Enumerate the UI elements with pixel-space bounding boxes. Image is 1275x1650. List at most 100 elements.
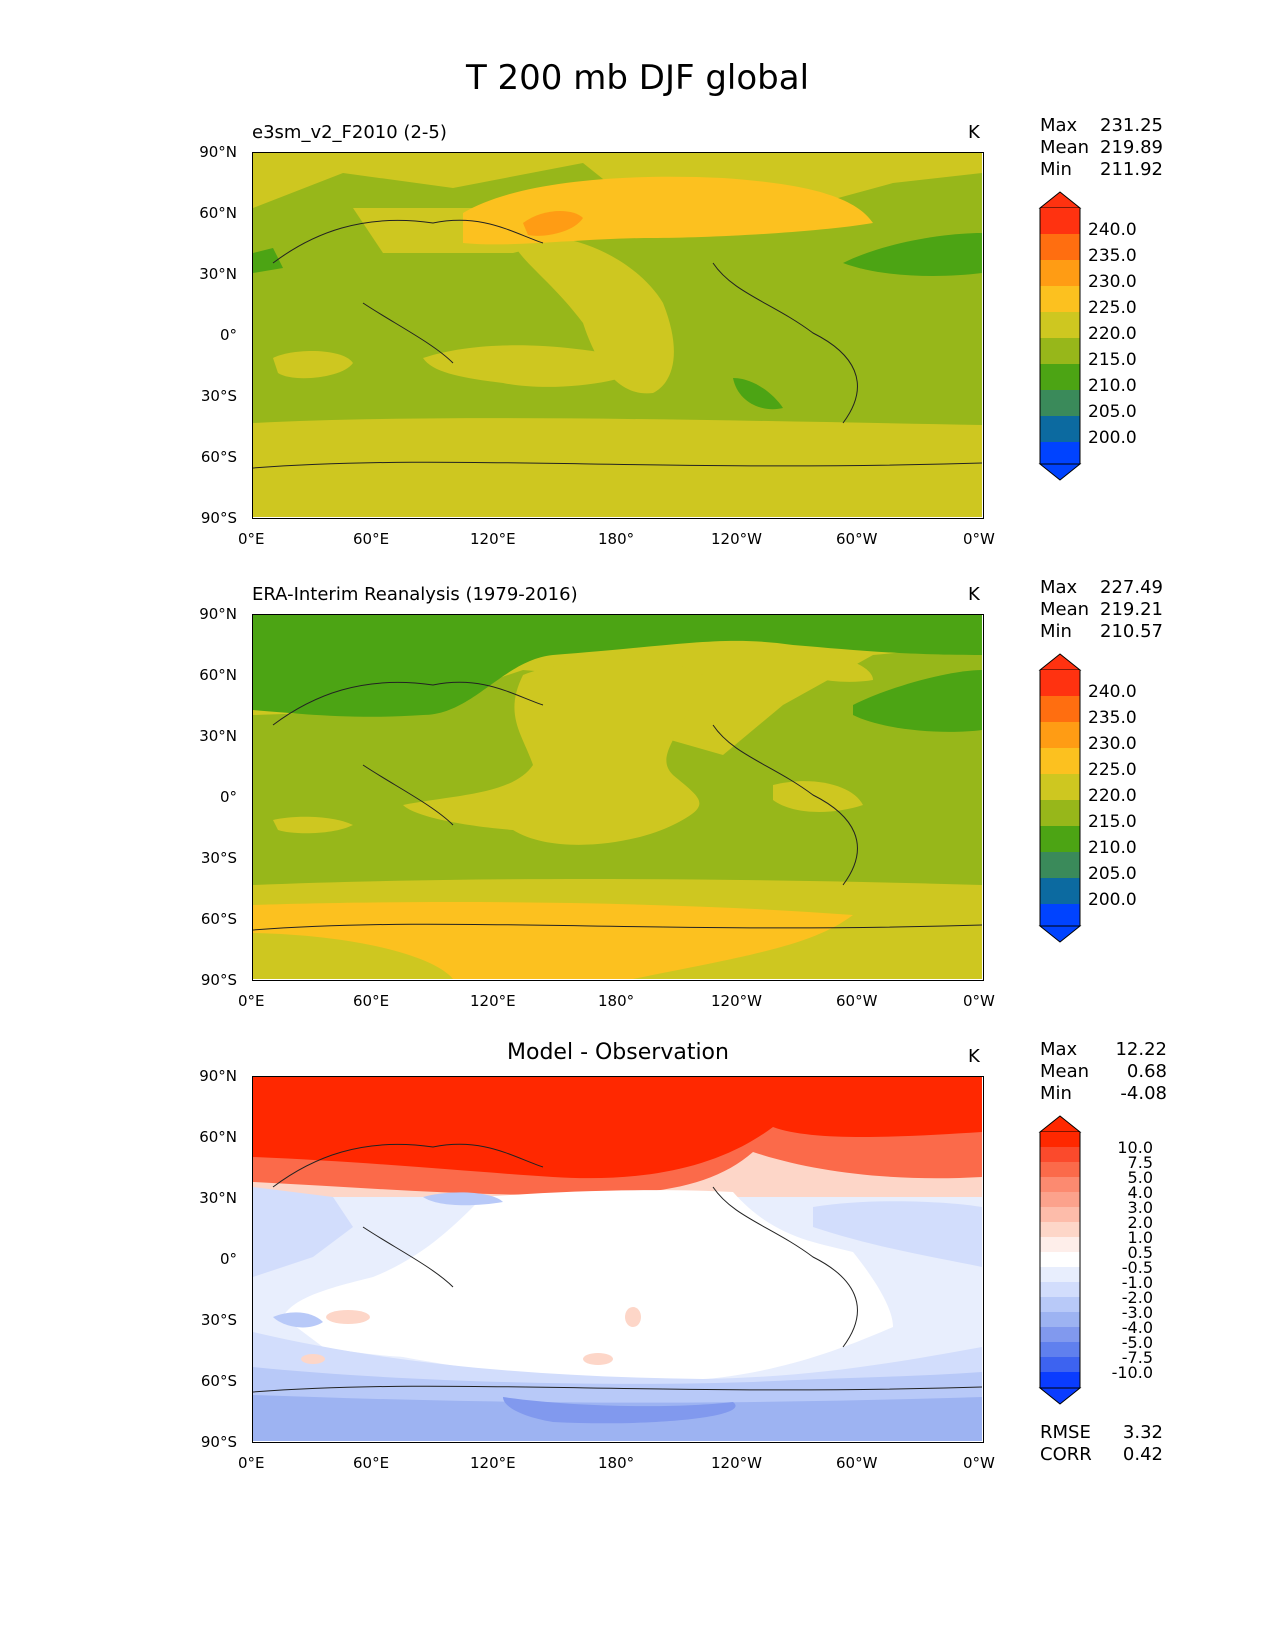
panel-3-colorbar-label: -5.0 xyxy=(1121,1333,1153,1352)
panel-2-ytick: 60°S xyxy=(200,910,237,928)
panel-3-xtick: 120°E xyxy=(470,1454,516,1472)
panel-1-colorbar-label: 215.0 xyxy=(1088,350,1137,370)
panel-2-stat-label: Mean xyxy=(1040,599,1090,620)
panel-1-stat-label: Mean xyxy=(1040,137,1090,158)
panel-2-xtick: 60°E xyxy=(353,992,390,1010)
panel-2-stat-label: Min xyxy=(1040,621,1072,642)
panel-3-colorbar-label: 2.0 xyxy=(1127,1213,1153,1232)
panel-3-colorbar xyxy=(1038,1115,1082,1405)
panel-3-ytick: 60°N xyxy=(199,1128,237,1146)
panel-3-stat-label: Mean xyxy=(1040,1061,1090,1082)
panel-1-colorbar-label: 240.0 xyxy=(1088,220,1137,240)
panel-2-stat-label: Max xyxy=(1040,577,1078,598)
panel-2-ytick: 60°N xyxy=(199,666,237,684)
panel-1-colorbar xyxy=(1038,191,1082,481)
panel-1-units: K xyxy=(968,122,980,143)
panel-1-colorbar-label: 230.0 xyxy=(1088,272,1137,292)
panel-2-colorbar-label: 235.0 xyxy=(1088,708,1137,728)
panel-3-stat-label: Min xyxy=(1040,1083,1072,1104)
panel-2-colorbar xyxy=(1038,653,1082,943)
panel-3-ytick: 30°S xyxy=(200,1311,237,1329)
panel-1-colorbar-label: 200.0 xyxy=(1088,428,1137,448)
panel-1-ytick: 90°N xyxy=(199,143,237,161)
panel-3-colorbar-label: 4.0 xyxy=(1127,1183,1153,1202)
panel-3-metric-label: RMSE xyxy=(1040,1422,1091,1443)
panel-1-xtick: 0°E xyxy=(238,530,265,548)
panel-3-colorbar-label: 0.5 xyxy=(1127,1243,1153,1262)
panel-3-ytick: 30°N xyxy=(199,1189,237,1207)
panel-3-stat-label: Max xyxy=(1040,1039,1078,1060)
panel-1-colorbar-label: 220.0 xyxy=(1088,324,1137,344)
figure-title: T 200 mb DJF global xyxy=(465,58,810,98)
panel-3-colorbar-label: 3.0 xyxy=(1127,1198,1153,1217)
panel-2-ytick: 90°S xyxy=(200,971,237,989)
panel-3-colorbar-label: 5.0 xyxy=(1127,1168,1153,1187)
panel-2-ytick: 30°N xyxy=(199,727,237,745)
panel-2-map xyxy=(252,614,984,981)
panel-2-xtick: 0°E xyxy=(238,992,265,1010)
panel-1-ytick: 0° xyxy=(219,326,237,344)
panel-2-xtick: 0°W xyxy=(963,992,995,1010)
panel-2-colorbar-label: 225.0 xyxy=(1088,760,1137,780)
panel-3-ytick: 90°N xyxy=(199,1067,237,1085)
panel-3-colorbar-label: -0.5 xyxy=(1121,1258,1153,1277)
panel-1-ytick: 60°S xyxy=(200,448,237,466)
panel-2-colorbar-label: 220.0 xyxy=(1088,786,1137,806)
panel-2-xtick: 180° xyxy=(598,992,635,1010)
panel-3-metric-label: CORR xyxy=(1040,1444,1092,1465)
panel-3-xtick: 60°E xyxy=(353,1454,390,1472)
panel-3-colorbar-label: -10.0 xyxy=(1111,1363,1153,1382)
panel-2-colorbar-label: 205.0 xyxy=(1088,864,1137,884)
panel-1-ytick: 30°S xyxy=(200,387,237,405)
panel-3-xtick: 60°W xyxy=(836,1454,878,1472)
panel-3-metric-value: 3.32 xyxy=(1122,1422,1163,1443)
panel-1-stat-label: Max xyxy=(1040,115,1078,136)
panel-3-title: Model - Observation xyxy=(507,1040,729,1065)
panel-2-colorbar-label: 210.0 xyxy=(1088,838,1137,858)
panel-3-colorbar-label: -7.5 xyxy=(1121,1348,1153,1367)
panel-2-units: K xyxy=(968,584,980,605)
panel-2-colorbar-label: 230.0 xyxy=(1088,734,1137,754)
panel-1-xtick: 180° xyxy=(598,530,635,548)
panel-3-colorbar-label: -2.0 xyxy=(1121,1288,1153,1307)
panel-3-stat-value: 12.22 xyxy=(1115,1039,1167,1060)
panel-1-ytick: 30°N xyxy=(199,265,237,283)
panel-1-colorbar-label: 205.0 xyxy=(1088,402,1137,422)
panel-1-stat-value: 219.89 xyxy=(1100,137,1163,158)
panel-2-title: ERA-Interim Reanalysis (1979-2016) xyxy=(252,584,578,605)
panel-3-stat-value: 0.68 xyxy=(1126,1061,1167,1082)
panel-1-xtick: 120°E xyxy=(470,530,516,548)
panel-1-colorbar-label: 210.0 xyxy=(1088,376,1137,396)
panel-3-colorbar-label: -4.0 xyxy=(1121,1318,1153,1337)
panel-3-metric-value: 0.42 xyxy=(1122,1444,1163,1465)
panel-1-stat-value: 231.25 xyxy=(1100,115,1163,136)
panel-3-units: K xyxy=(968,1046,980,1067)
panel-3-xtick: 180° xyxy=(598,1454,635,1472)
panel-2-ytick: 30°S xyxy=(200,849,237,867)
panel-3-xtick: 0°E xyxy=(238,1454,265,1472)
panel-1-ytick: 60°N xyxy=(199,204,237,222)
panel-1-map xyxy=(252,152,984,519)
panel-3-colorbar-label: 10.0 xyxy=(1117,1138,1153,1157)
panel-2-stat-value: 227.49 xyxy=(1100,577,1163,598)
panel-2-ytick: 90°N xyxy=(199,605,237,623)
panel-3-xtick: 0°W xyxy=(963,1454,995,1472)
panel-1-xtick: 120°W xyxy=(711,530,762,548)
panel-3-ytick: 60°S xyxy=(200,1372,237,1390)
panel-2-ytick: 0° xyxy=(219,788,237,806)
panel-1-colorbar-label: 225.0 xyxy=(1088,298,1137,318)
panel-2-colorbar-label: 200.0 xyxy=(1088,890,1137,910)
panel-3-map xyxy=(252,1076,984,1443)
panel-2-colorbar-label: 240.0 xyxy=(1088,682,1137,702)
panel-3-colorbar-label: -3.0 xyxy=(1121,1303,1153,1322)
panel-3-ytick: 0° xyxy=(219,1250,237,1268)
panel-3-stat-value: -4.08 xyxy=(1120,1083,1167,1104)
panel-1-xtick: 60°E xyxy=(353,530,390,548)
panel-2-colorbar-label: 215.0 xyxy=(1088,812,1137,832)
panel-1-colorbar-label: 235.0 xyxy=(1088,246,1137,266)
panel-1-stat-value: 211.92 xyxy=(1100,159,1163,180)
panel-3-colorbar-label: 1.0 xyxy=(1127,1228,1153,1247)
panel-2-stat-value: 219.21 xyxy=(1100,599,1163,620)
panel-1-xtick: 0°W xyxy=(963,530,995,548)
panel-2-xtick: 60°W xyxy=(836,992,878,1010)
